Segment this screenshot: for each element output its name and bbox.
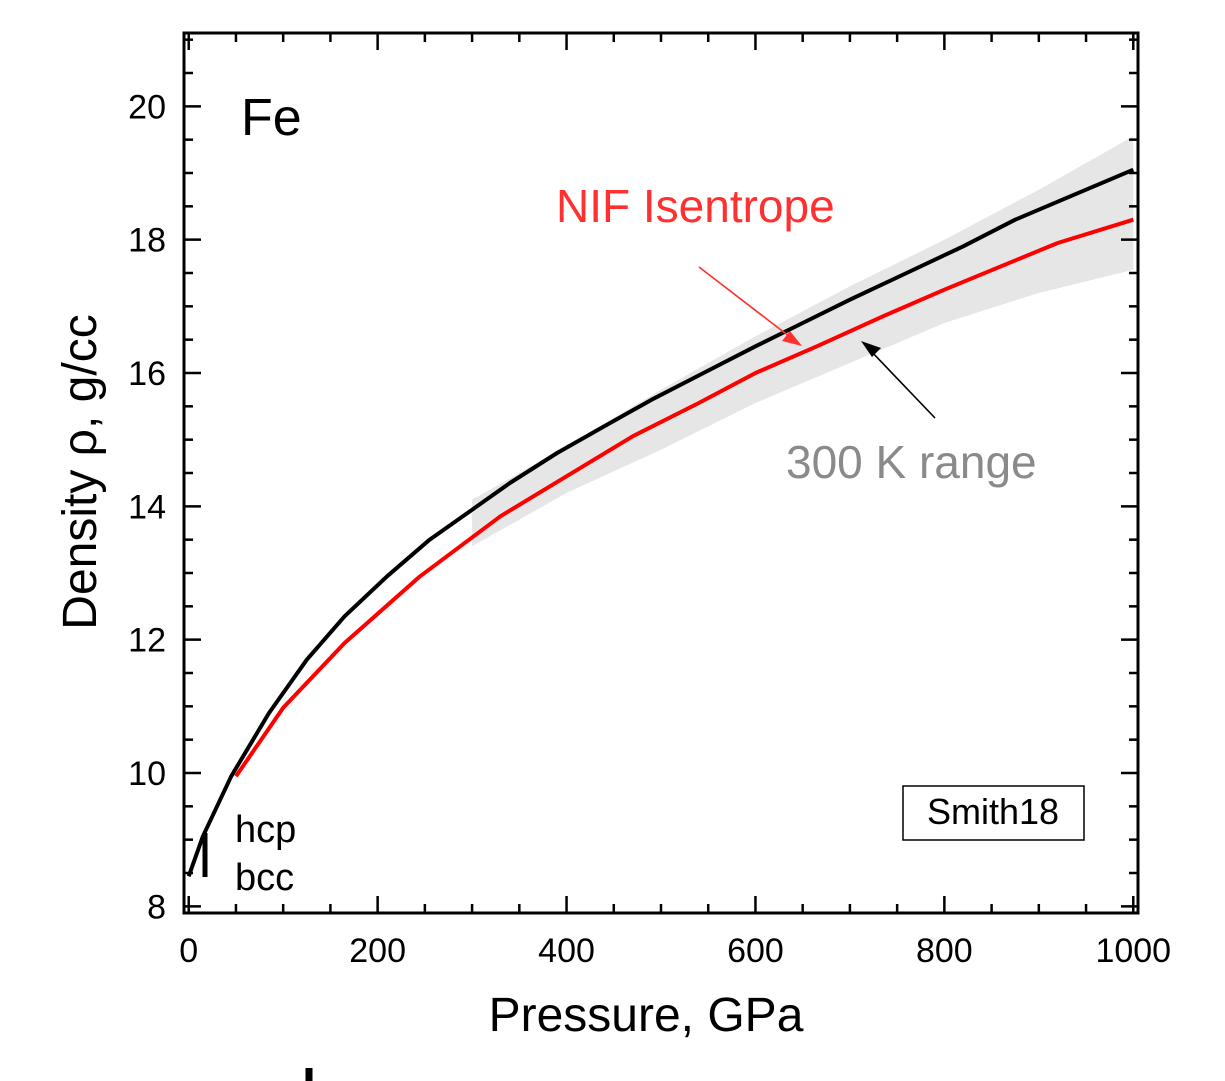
y-tick-label: 20 [128,88,166,126]
range-arrow [868,348,936,419]
y-tick-label: 10 [128,755,166,793]
reference-label: Smith18 [927,791,1059,832]
x-tick-label: 1000 [1095,932,1171,970]
x-tick-label: 600 [727,932,784,970]
x-axis-title: Pressure, GPa [489,989,804,1042]
nif-isentrope-label: NIF Isentrope [556,180,835,232]
y-tick-label: 12 [128,622,166,660]
range-band-layer [472,136,1134,547]
x-tick-label: 0 [179,932,198,970]
y-tick-label: 18 [128,222,166,260]
plot-frame [182,31,1140,915]
material-label: Fe [241,89,302,147]
reference-box [902,785,1085,841]
y-tick-label: 8 [147,888,166,926]
range-arrow-head [861,341,881,357]
y-tick-label: 14 [128,488,166,526]
series-line-black [186,167,1135,877]
x-tick-label: 800 [916,932,973,970]
range-label: 300 K range [786,436,1037,488]
series-lines [186,167,1135,877]
nif-arrow-head [782,331,802,346]
x-tick-label: 200 [349,932,406,970]
tick-labels: 0 200 400 600 800 1000 8 10 12 14 16 18 20 [128,88,1171,970]
y-axis-title: Density ρ, g/cc [54,314,107,629]
series-line-red [234,217,1134,778]
y-tick-label: 16 [128,355,166,393]
range-band [472,136,1134,547]
bcc-label: bcc [235,857,294,899]
hcp-label: hcp [235,809,296,851]
nif-arrow [698,266,795,341]
x-tick-label: 400 [538,932,595,970]
